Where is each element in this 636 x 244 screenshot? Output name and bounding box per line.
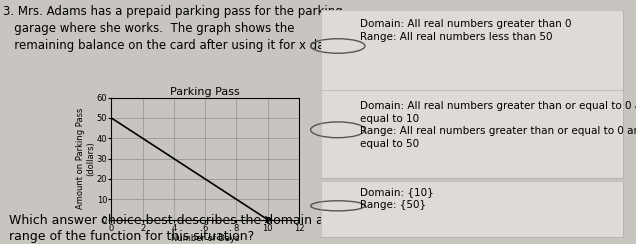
Text: Domain: All real numbers greater than or equal to 0 and less than or
equal to 10: Domain: All real numbers greater than or… <box>361 101 636 149</box>
Text: Domain: All real numbers greater than 0
Range: All real numbers less than 50: Domain: All real numbers greater than 0 … <box>361 20 572 42</box>
Text: Which answer choice best describes the domain and
range of the function for this: Which answer choice best describes the d… <box>10 214 340 243</box>
Text: 3. Mrs. Adams has a prepaid parking pass for the parking
   garage where she wor: 3. Mrs. Adams has a prepaid parking pass… <box>3 5 343 52</box>
X-axis label: Number of Days: Number of Days <box>171 234 239 243</box>
Y-axis label: Amount on Parking Pass
(dollars): Amount on Parking Pass (dollars) <box>76 108 95 209</box>
Title: Parking Pass: Parking Pass <box>170 87 240 97</box>
Text: Domain: {10}
Range: {50}: Domain: {10} Range: {50} <box>361 187 434 210</box>
